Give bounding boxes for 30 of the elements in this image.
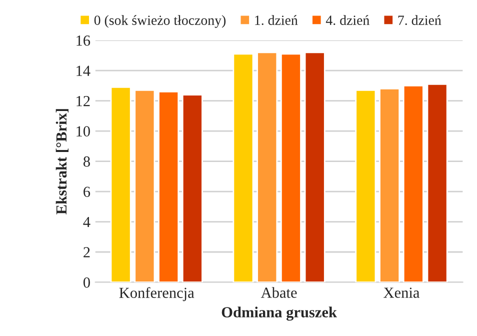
bar <box>182 94 203 282</box>
bar <box>134 90 156 282</box>
bar <box>402 84 424 282</box>
bar <box>355 90 376 282</box>
legend-label: 0 (sok świeżo tłoczony) <box>94 15 226 28</box>
x-tick-label: Xenia <box>384 288 420 298</box>
legend-label: 4. dzień <box>326 15 370 26</box>
bar <box>426 83 448 282</box>
bar <box>158 91 180 282</box>
bar <box>232 53 254 282</box>
y-tick-label: 0 <box>83 277 90 288</box>
x-tick-label: Konferencja <box>119 287 194 302</box>
y-tick-label: 8 <box>83 156 90 167</box>
legend-label: 1. dzień <box>255 15 298 26</box>
y-axis-title: Ekstrakt [°Brix] <box>56 109 68 214</box>
y-tick-label: 14 <box>76 66 90 76</box>
y-tick-label: 10 <box>76 126 90 136</box>
bar <box>304 52 326 282</box>
y-tick-label: 4 <box>83 217 90 228</box>
bar <box>110 86 132 282</box>
legend-label: 7. dzień <box>398 15 442 26</box>
bar <box>280 53 302 282</box>
x-axis-title: Odmiana gruszek <box>222 306 337 321</box>
y-tick-label: 12 <box>76 96 90 106</box>
y-tick-label: 16 <box>76 36 90 46</box>
y-tick-label: 2 <box>84 247 90 258</box>
x-tick-label: Abate <box>260 287 297 298</box>
y-tick-label: 6 <box>84 186 90 197</box>
bar <box>379 88 400 282</box>
bar <box>256 52 278 282</box>
